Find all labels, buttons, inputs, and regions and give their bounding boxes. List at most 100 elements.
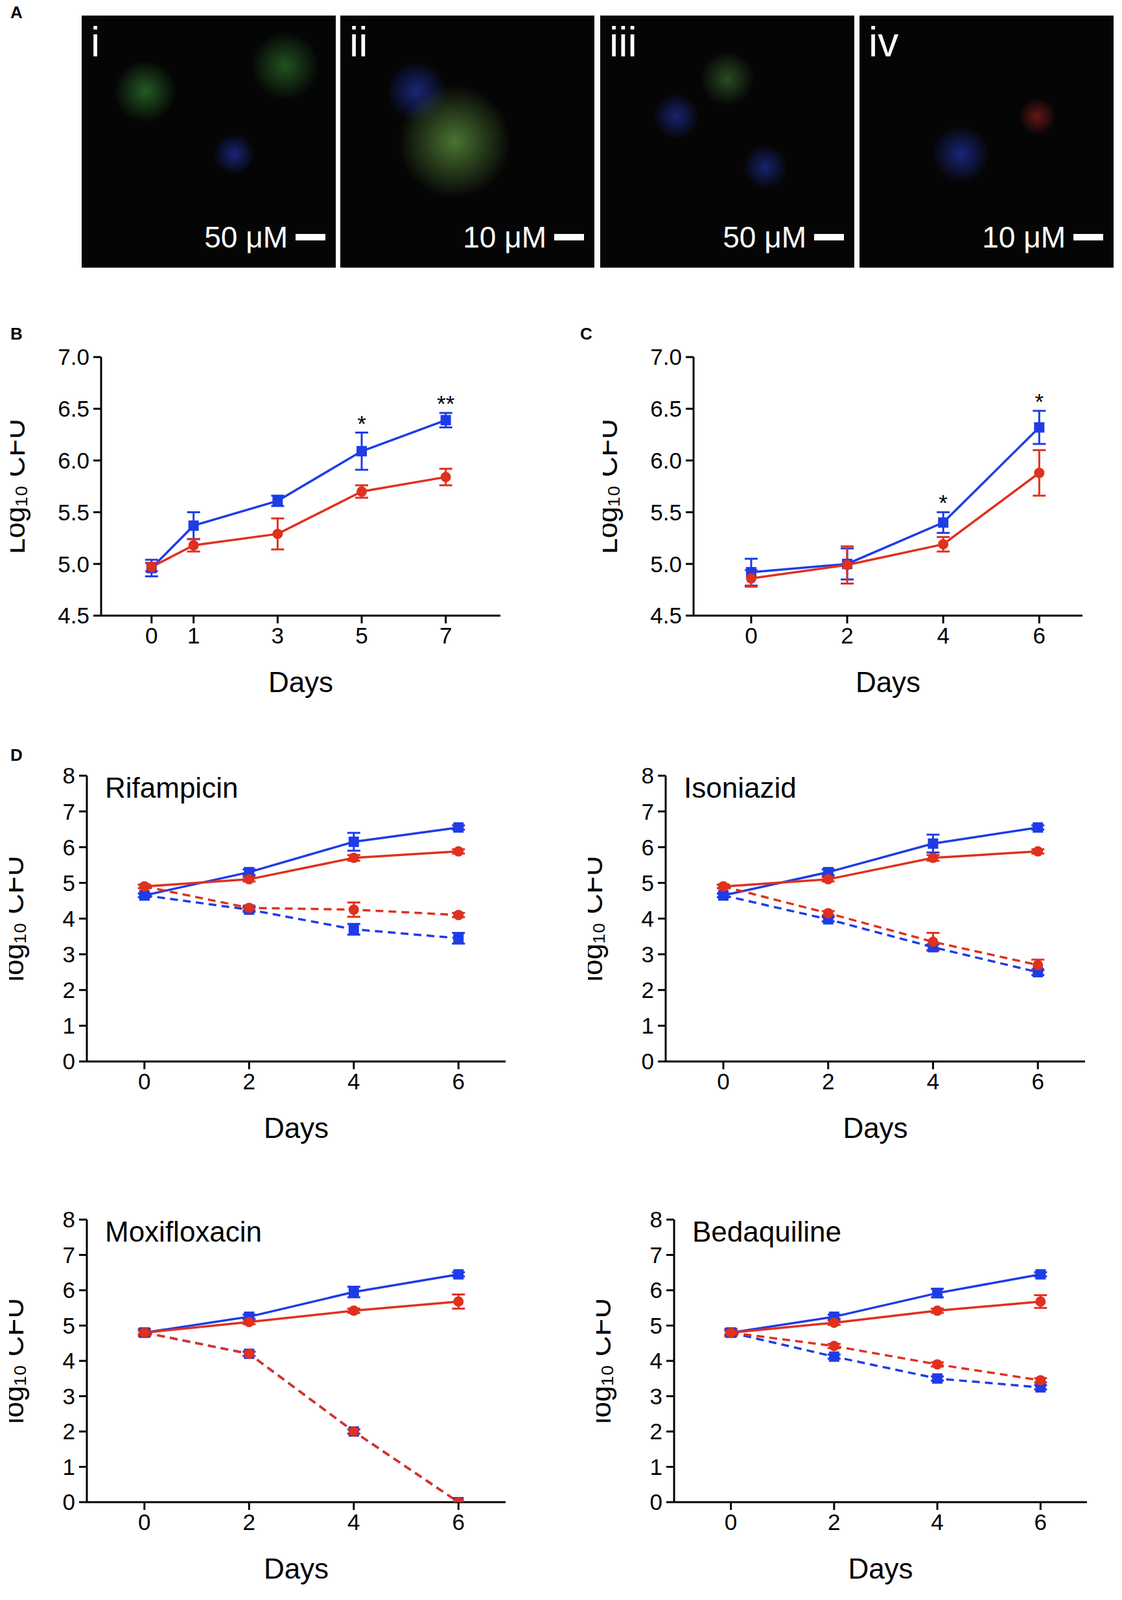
svg-text:2: 2: [62, 1418, 76, 1445]
svg-text:2: 2: [650, 1418, 663, 1445]
svg-text:0: 0: [138, 1509, 151, 1535]
svg-text:6: 6: [1031, 1068, 1044, 1095]
svg-text:3: 3: [62, 941, 76, 968]
svg-text:3: 3: [62, 1383, 76, 1410]
html-text:Isoniazid: Isoniazid: [683, 771, 797, 804]
svg-text:3: 3: [650, 1383, 663, 1410]
html-text:Rifampicin: Rifampicin: [105, 771, 239, 804]
html-text:ii: ii: [349, 18, 368, 66]
svg-text:5.5: 5.5: [650, 499, 682, 526]
svg-text:4.5: 4.5: [650, 602, 682, 629]
svg-text:7.0: 7.0: [57, 344, 90, 370]
svg-text:Days: Days: [847, 1553, 913, 1585]
svg-text:4: 4: [62, 1348, 76, 1374]
html-text:iii: iii: [609, 18, 637, 66]
svg-text:0: 0: [716, 1068, 730, 1095]
svg-text:5: 5: [650, 1313, 663, 1339]
svg-text:**: **: [436, 390, 456, 417]
svg-text:5.0: 5.0: [57, 551, 90, 577]
svg-text:*: *: [1035, 388, 1045, 415]
svg-text:6.0: 6.0: [650, 447, 682, 474]
svg-text:5.5: 5.5: [57, 499, 90, 526]
svg-text:5: 5: [641, 870, 655, 896]
svg-text:4: 4: [347, 1509, 360, 1535]
svg-text:8: 8: [641, 762, 655, 789]
svg-text:2: 2: [62, 977, 76, 1003]
svg-text:4: 4: [650, 1348, 663, 1374]
svg-text:5: 5: [355, 622, 368, 649]
svg-text:6: 6: [452, 1509, 465, 1535]
svg-text:log₁₀ CFU: log₁₀ CFU: [587, 855, 608, 982]
svg-text:2: 2: [821, 1068, 835, 1095]
svg-text:Days: Days: [842, 1112, 908, 1145]
svg-text:4: 4: [347, 1068, 360, 1095]
svg-text:1: 1: [187, 622, 200, 649]
svg-text:0: 0: [138, 1068, 151, 1095]
svg-text:0: 0: [724, 1509, 737, 1535]
svg-text:0: 0: [62, 1048, 76, 1075]
svg-text:Days: Days: [268, 666, 334, 699]
svg-text:6: 6: [452, 1068, 465, 1095]
svg-text:4: 4: [930, 1509, 944, 1535]
svg-text:6: 6: [62, 1277, 76, 1303]
svg-text:1: 1: [650, 1454, 663, 1480]
svg-text:Days: Days: [263, 1553, 329, 1585]
svg-text:0: 0: [641, 1048, 655, 1075]
svg-text:7: 7: [439, 622, 452, 649]
svg-text:7: 7: [62, 1242, 76, 1268]
svg-text:1: 1: [62, 1013, 76, 1039]
svg-text:3: 3: [271, 622, 284, 649]
svg-text:2: 2: [243, 1509, 256, 1535]
svg-text:*: *: [938, 490, 948, 516]
svg-text:6: 6: [1034, 1509, 1047, 1535]
html-text:10 μM: 10 μM: [982, 220, 1066, 255]
svg-text:2: 2: [827, 1509, 841, 1535]
svg-text:8: 8: [62, 1206, 76, 1233]
svg-text:0: 0: [62, 1489, 76, 1515]
svg-text:6.0: 6.0: [57, 447, 90, 474]
svg-text:Log₁₀ CFU: Log₁₀ CFU: [602, 418, 623, 555]
svg-text:2: 2: [641, 977, 655, 1003]
svg-text:2: 2: [243, 1068, 256, 1095]
svg-text:6: 6: [62, 834, 76, 861]
html-text:iv: iv: [868, 18, 899, 66]
svg-text:4: 4: [641, 906, 655, 932]
svg-text:7: 7: [62, 799, 76, 825]
svg-text:5: 5: [62, 1313, 76, 1339]
svg-text:6: 6: [1033, 622, 1046, 649]
svg-text:1: 1: [641, 1013, 655, 1039]
svg-text:8: 8: [650, 1206, 663, 1233]
svg-text:3: 3: [641, 941, 655, 968]
html-text:50 μM: 50 μM: [204, 220, 288, 255]
svg-text:Days: Days: [855, 666, 921, 699]
svg-text:log₁₀ CFU: log₁₀ CFU: [9, 1298, 30, 1425]
svg-text:5: 5: [62, 870, 76, 896]
html-text:10 μM: 10 μM: [462, 220, 547, 255]
svg-text:log₁₀ CFU: log₁₀ CFU: [596, 1298, 617, 1425]
html-text:Bedaquiline: Bedaquiline: [692, 1215, 842, 1248]
svg-text:6.5: 6.5: [57, 396, 90, 422]
svg-text:7: 7: [650, 1242, 663, 1268]
svg-text:log₁₀ CFU: log₁₀ CFU: [9, 855, 30, 982]
svg-text:2: 2: [840, 622, 854, 649]
svg-text:6: 6: [650, 1277, 663, 1303]
html-text:Moxifloxacin: Moxifloxacin: [105, 1215, 262, 1248]
svg-text:4: 4: [62, 906, 76, 932]
svg-text:5.0: 5.0: [650, 551, 682, 577]
svg-text:0: 0: [145, 622, 158, 649]
svg-text:*: *: [357, 410, 367, 437]
svg-text:6.5: 6.5: [650, 396, 682, 422]
svg-text:Log₁₀ CFU: Log₁₀ CFU: [10, 418, 31, 555]
svg-text:7: 7: [641, 799, 655, 825]
svg-text:1: 1: [62, 1454, 76, 1480]
svg-text:4.5: 4.5: [57, 602, 90, 629]
svg-text:Days: Days: [263, 1112, 329, 1145]
svg-text:7.0: 7.0: [650, 344, 682, 370]
svg-text:0: 0: [650, 1489, 663, 1515]
svg-text:6: 6: [641, 834, 655, 861]
svg-text:8: 8: [62, 762, 76, 789]
svg-text:4: 4: [926, 1068, 940, 1095]
svg-text:0: 0: [744, 622, 758, 649]
svg-text:4: 4: [936, 622, 949, 649]
html-text:50 μM: 50 μM: [722, 220, 807, 255]
